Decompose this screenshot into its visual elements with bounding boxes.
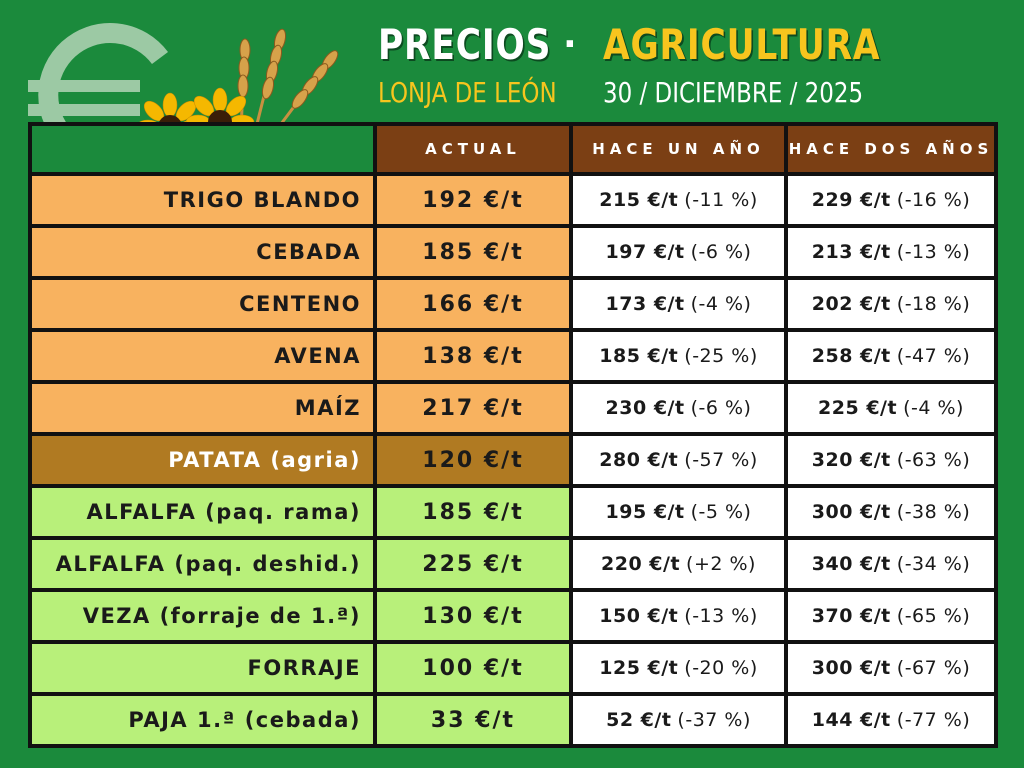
price-value: 185 €/t — [599, 345, 679, 367]
product-name: TRIGO BLANDO — [32, 176, 373, 224]
actual-price: 100 €/t — [377, 644, 569, 692]
price-value: 197 €/t — [605, 241, 685, 263]
price-value: 202 €/t — [811, 293, 891, 315]
percent-change: (-6 %) — [690, 241, 752, 263]
price-value: 225 €/t — [818, 397, 898, 419]
product-name: CENTENO — [32, 280, 373, 328]
header-corner — [32, 126, 373, 172]
product-name: VEZA (forraje de 1.ª) — [32, 592, 373, 640]
subtitle-lonja: LONJA DE LEÓN — [378, 76, 557, 109]
actual-price: 120 €/t — [377, 436, 569, 484]
price-one-year-ago: 197 €/t (-6 %) — [573, 228, 784, 276]
price-one-year-ago: 215 €/t (-11 %) — [573, 176, 784, 224]
percent-change: (-6 %) — [690, 397, 752, 419]
percent-change: (-18 %) — [896, 293, 971, 315]
price-one-year-ago: 280 €/t (-57 %) — [573, 436, 784, 484]
percent-change: (-77 %) — [896, 709, 971, 731]
percent-change: (-25 %) — [684, 345, 758, 367]
percent-change: (-63 %) — [896, 449, 971, 471]
price-value: 150 €/t — [599, 605, 679, 627]
price-one-year-ago: 220 €/t (+2 %) — [573, 540, 784, 588]
title-separator: · — [563, 24, 577, 65]
percent-change: (-5 %) — [690, 501, 752, 523]
percent-change: (-13 %) — [896, 241, 971, 263]
price-two-years-ago: 370 €/t (-65 %) — [788, 592, 994, 640]
percent-change: (-57 %) — [684, 449, 758, 471]
actual-price: 217 €/t — [377, 384, 569, 432]
price-one-year-ago: 185 €/t (-25 %) — [573, 332, 784, 380]
column-header: HACE DOS AÑOS — [788, 126, 994, 172]
product-name: CEBADA — [32, 228, 373, 276]
price-two-years-ago: 320 €/t (-63 %) — [788, 436, 994, 484]
percent-change: (-34 %) — [896, 553, 971, 575]
price-value: 220 €/t — [601, 553, 681, 575]
price-value: 280 €/t — [599, 449, 679, 471]
price-value: 144 €/t — [811, 709, 891, 731]
price-value: 215 €/t — [599, 189, 679, 211]
percent-change: (-13 %) — [684, 605, 758, 627]
actual-price: 166 €/t — [377, 280, 569, 328]
price-value: 52 €/t — [606, 709, 672, 731]
percent-change: (-65 %) — [896, 605, 971, 627]
price-value: 370 €/t — [811, 605, 891, 627]
column-header: HACE UN AÑO — [573, 126, 784, 172]
price-value: 173 €/t — [605, 293, 685, 315]
price-value: 230 €/t — [605, 397, 685, 419]
price-value: 300 €/t — [811, 657, 891, 679]
price-value: 213 €/t — [811, 241, 891, 263]
price-value: 300 €/t — [811, 501, 891, 523]
price-two-years-ago: 300 €/t (-38 %) — [788, 488, 994, 536]
report-date: 30 / DICIEMBRE / 2025 — [603, 76, 864, 109]
price-value: 125 €/t — [599, 657, 679, 679]
actual-price: 138 €/t — [377, 332, 569, 380]
product-name: MAÍZ — [32, 384, 373, 432]
percent-change: (-47 %) — [896, 345, 971, 367]
price-value: 229 €/t — [811, 189, 891, 211]
actual-price: 130 €/t — [377, 592, 569, 640]
product-name: PATATA (agria) — [32, 436, 373, 484]
percent-change: (-11 %) — [684, 189, 758, 211]
actual-price: 185 €/t — [377, 228, 569, 276]
price-two-years-ago: 144 €/t (-77 %) — [788, 696, 994, 744]
title-agricultura: AGRICULTURA — [603, 20, 881, 69]
actual-price: 185 €/t — [377, 488, 569, 536]
price-value: 195 €/t — [605, 501, 685, 523]
percent-change: (-4 %) — [903, 397, 964, 419]
actual-price: 192 €/t — [377, 176, 569, 224]
product-name: ALFALFA (paq. deshid.) — [32, 540, 373, 588]
price-one-year-ago: 150 €/t (-13 %) — [573, 592, 784, 640]
price-two-years-ago: 340 €/t (-34 %) — [788, 540, 994, 588]
price-two-years-ago: 258 €/t (-47 %) — [788, 332, 994, 380]
product-name: FORRAJE — [32, 644, 373, 692]
price-one-year-ago: 125 €/t (-20 %) — [573, 644, 784, 692]
product-name: PAJA 1.ª (cebada) — [32, 696, 373, 744]
price-one-year-ago: 230 €/t (-6 %) — [573, 384, 784, 432]
actual-price: 225 €/t — [377, 540, 569, 588]
price-value: 340 €/t — [811, 553, 891, 575]
percent-change: (-4 %) — [690, 293, 752, 315]
price-value: 320 €/t — [811, 449, 891, 471]
product-name: ALFALFA (paq. rama) — [32, 488, 373, 536]
price-one-year-ago: 52 €/t (-37 %) — [573, 696, 784, 744]
price-one-year-ago: 195 €/t (-5 %) — [573, 488, 784, 536]
price-table: ACTUAL HACE UN AÑO HACE DOS AÑOS TRIGO BLAN… — [28, 122, 998, 748]
price-two-years-ago: 202 €/t (-18 %) — [788, 280, 994, 328]
percent-change: (-37 %) — [677, 709, 751, 731]
percent-change: (-20 %) — [684, 657, 758, 679]
percent-change: (-16 %) — [896, 189, 971, 211]
price-value: 258 €/t — [811, 345, 891, 367]
percent-change: (+2 %) — [686, 553, 756, 575]
price-two-years-ago: 300 €/t (-67 %) — [788, 644, 994, 692]
title-precios: PRECIOS — [378, 20, 552, 69]
price-one-year-ago: 173 €/t (-4 %) — [573, 280, 784, 328]
actual-price: 33 €/t — [377, 696, 569, 744]
price-two-years-ago: 229 €/t (-16 %) — [788, 176, 994, 224]
product-name: AVENA — [32, 332, 373, 380]
price-two-years-ago: 213 €/t (-13 %) — [788, 228, 994, 276]
price-two-years-ago: 225 €/t (-4 %) — [788, 384, 994, 432]
column-header: ACTUAL — [377, 126, 569, 172]
percent-change: (-67 %) — [896, 657, 971, 679]
percent-change: (-38 %) — [896, 501, 971, 523]
